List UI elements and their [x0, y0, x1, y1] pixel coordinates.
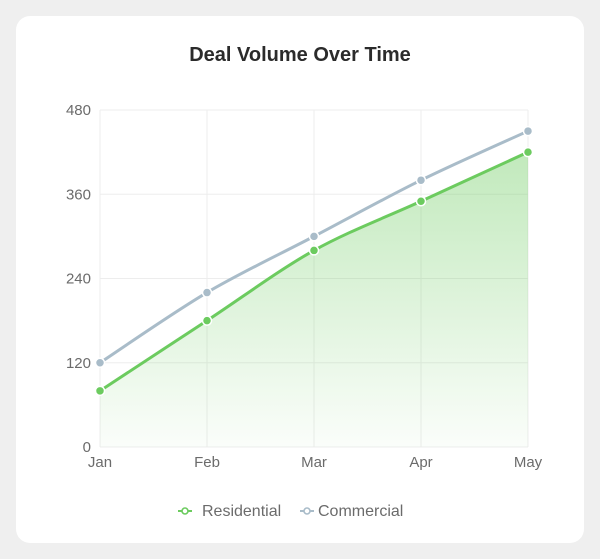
y-tick-label: 120: [66, 355, 91, 372]
data-point-commercial: [94, 357, 106, 368]
axis-labels: 0 120 240 360 480 Jan Feb Mar Apr May: [66, 102, 543, 471]
y-tick-label: 240: [66, 271, 91, 288]
x-tick-label: May: [514, 454, 543, 471]
data-point-commercial: [522, 125, 534, 137]
y-tick-label: 0: [83, 439, 91, 456]
legend-label: Commercial: [318, 503, 403, 520]
data-point-commercial: [415, 174, 427, 186]
legend-item-commercial: Commercial: [300, 503, 403, 520]
legend-swatch-marker: [303, 507, 311, 515]
x-tick-label: Feb: [194, 454, 220, 471]
legend-item-residential: Residential: [178, 503, 281, 520]
chart-title: Deal Volume Over Time: [189, 44, 411, 66]
data-point-residential: [308, 245, 320, 256]
series-area-residential: [100, 152, 528, 447]
x-tick-label: Jan: [88, 454, 112, 471]
x-tick-label: Apr: [409, 454, 432, 471]
legend-label: Residential: [202, 503, 281, 520]
data-point-commercial: [308, 231, 320, 242]
data-point-residential: [415, 196, 427, 207]
data-point-commercial: [201, 287, 213, 298]
y-tick-label: 360: [66, 186, 91, 203]
data-point-residential: [522, 146, 534, 158]
data-point-residential: [94, 385, 106, 397]
area-layer: [100, 152, 528, 447]
data-point-residential: [201, 315, 213, 326]
x-tick-label: Mar: [301, 454, 327, 471]
y-tick-label: 480: [66, 102, 91, 119]
legend-swatch-marker: [181, 507, 189, 515]
legend: Residential Commercial: [178, 503, 403, 520]
point-layer: [94, 125, 534, 397]
